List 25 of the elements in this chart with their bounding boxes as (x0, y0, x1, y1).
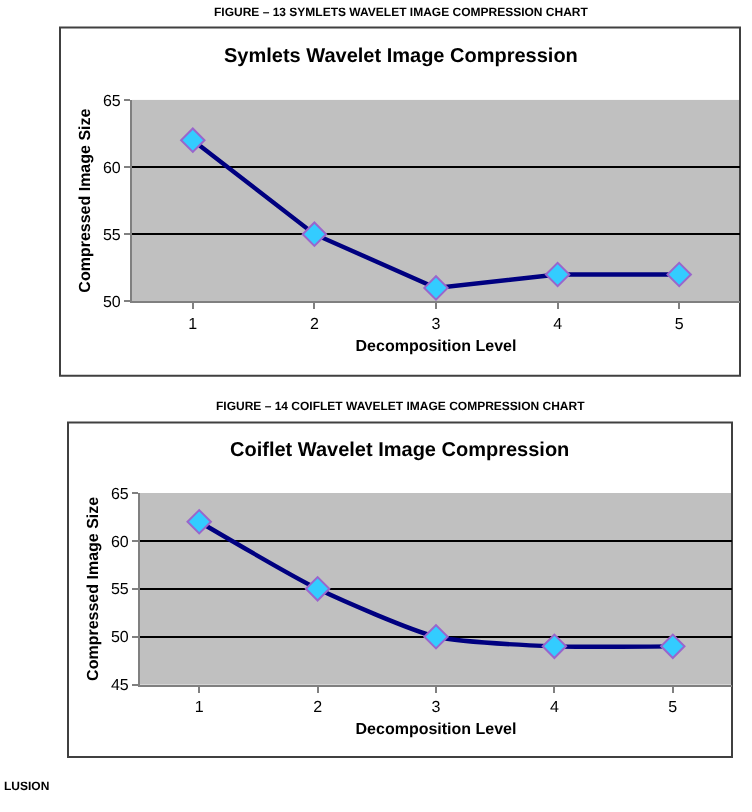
x-tick-label: 5 (668, 697, 679, 716)
y-tick-label: 55 (102, 225, 122, 244)
x-tick-label: 2 (313, 697, 324, 716)
x-tick-label: 3 (431, 697, 442, 716)
y-tick-label: 55 (110, 580, 130, 599)
y-tick-label: 60 (110, 532, 130, 551)
y-tick-label: 60 (102, 158, 122, 177)
x-tick-label: 3 (431, 314, 442, 333)
y-tick-label: 65 (102, 91, 122, 110)
x-axis-title: Decomposition Level (355, 720, 517, 739)
chart-title: Coiflet Wavelet Image Compression (230, 440, 570, 462)
x-tick-label: 2 (309, 314, 320, 333)
y-axis-title: Compressed Image Size (84, 495, 103, 681)
x-tick-label: 4 (549, 697, 560, 716)
y-axis-title: Compressed Image Size (76, 107, 95, 293)
x-tick-label: 5 (674, 314, 685, 333)
x-axis-title: Decomposition Level (355, 336, 517, 355)
y-tick-label: 50 (102, 292, 122, 311)
x-tick-label: 1 (194, 697, 205, 716)
y-tick-label: 45 (110, 676, 130, 695)
x-tick-label: 1 (188, 314, 199, 333)
y-tick-label: 50 (110, 628, 130, 647)
chart-title: Symlets Wavelet Image Compression (224, 46, 578, 68)
x-tick-label: 4 (553, 314, 564, 333)
y-tick-label: 65 (110, 484, 130, 503)
